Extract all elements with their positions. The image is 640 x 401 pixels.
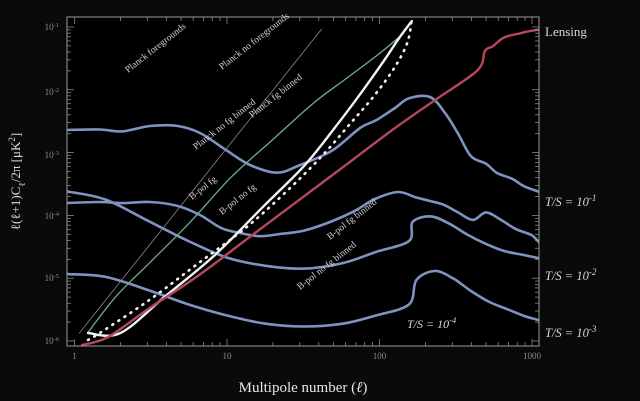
svg-text:1: 1 — [72, 351, 77, 361]
svg-text:10: 10 — [223, 351, 233, 361]
svg-text:1000: 1000 — [523, 351, 542, 361]
svg-text:100: 100 — [373, 351, 387, 361]
svg-text:T/S = 10-1: T/S = 10-1 — [545, 193, 596, 209]
svg-text:Lensing: Lensing — [545, 24, 587, 39]
svg-text:Multipole number (ℓ): Multipole number (ℓ) — [239, 380, 368, 396]
